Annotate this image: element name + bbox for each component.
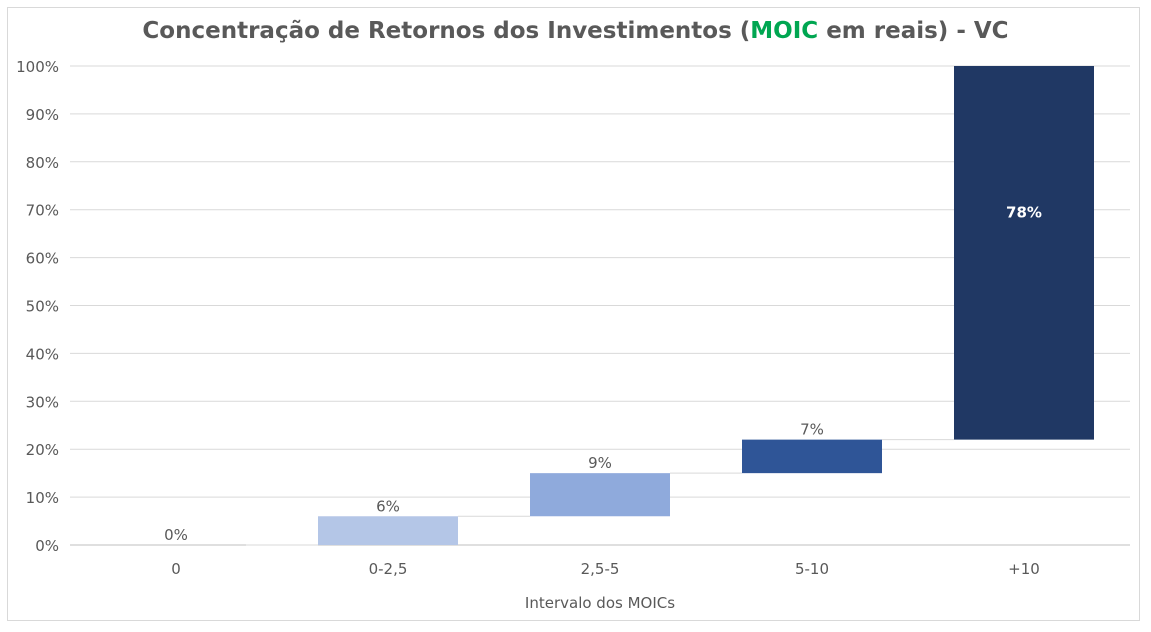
x-tick-label: 0-2,5 bbox=[369, 560, 408, 578]
y-tick-label: 20% bbox=[26, 441, 59, 459]
data-label: 9% bbox=[588, 454, 612, 472]
x-axis-title: Intervalo dos MOICs bbox=[525, 594, 675, 612]
bar-0-2,5 bbox=[318, 516, 458, 545]
chart-title-prefix: Concentração de Retornos dos Investiment… bbox=[142, 18, 751, 44]
data-labels: 0% 6% 9% 7% 78% bbox=[164, 204, 1042, 544]
data-label: 0% bbox=[164, 526, 188, 544]
x-tick-label: 2,5-5 bbox=[581, 560, 620, 578]
data-label: 78% bbox=[1006, 204, 1042, 222]
y-tick-label: 0% bbox=[35, 537, 59, 555]
y-tick-label: 10% bbox=[26, 489, 59, 507]
data-label: 7% bbox=[800, 421, 824, 439]
x-tick-label: +10 bbox=[1008, 560, 1040, 578]
chart-frame bbox=[7, 7, 1140, 621]
x-tick-label: 5-10 bbox=[795, 560, 829, 578]
x-axis-ticks: 0 0-2,5 2,5-5 5-10 +10 bbox=[171, 560, 1040, 578]
data-label: 6% bbox=[376, 497, 400, 515]
bar-+10 bbox=[954, 66, 1094, 440]
chart-title-suffix: em reais) - VC bbox=[818, 18, 1009, 44]
y-tick-label: 90% bbox=[26, 106, 59, 124]
x-tick-label: 0 bbox=[171, 560, 181, 578]
y-tick-label: 70% bbox=[26, 202, 59, 220]
chart-title: Concentração de Retornos dos Investiment… bbox=[0, 18, 1151, 44]
chart-title-highlight: MOIC bbox=[750, 18, 819, 44]
bars bbox=[318, 66, 1094, 545]
connectors bbox=[246, 439, 954, 546]
y-tick-label: 50% bbox=[26, 298, 59, 316]
bar-2,5-5 bbox=[530, 473, 670, 517]
y-tick-label: 40% bbox=[26, 345, 59, 363]
y-tick-label: 60% bbox=[26, 250, 59, 268]
y-tick-label: 100% bbox=[16, 58, 59, 76]
y-axis-ticks: 0% 10% 20% 30% 40% 50% 60% 70% 80% 90% 100% bbox=[16, 58, 59, 555]
y-tick-label: 80% bbox=[26, 154, 59, 172]
bar-5-10 bbox=[742, 439, 882, 474]
y-tick-label: 30% bbox=[26, 393, 59, 411]
